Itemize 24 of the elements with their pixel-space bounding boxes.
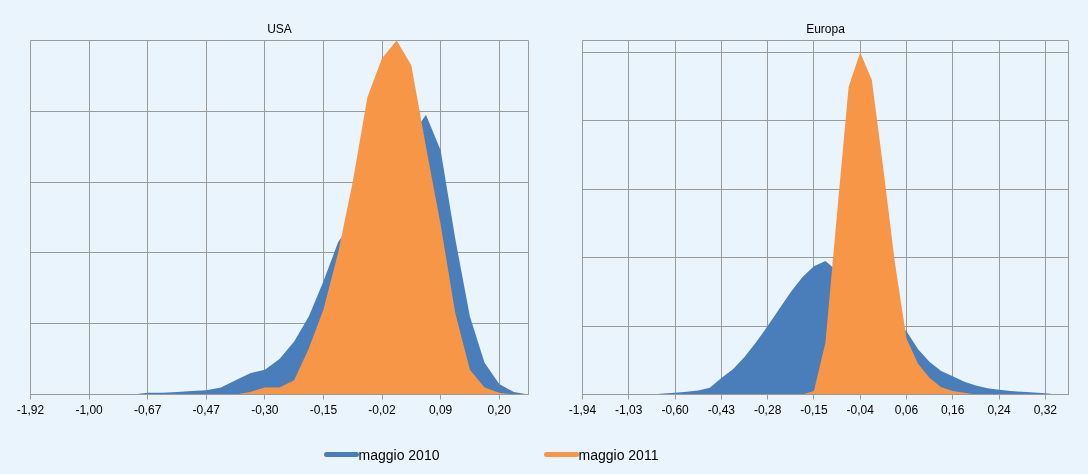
x-tick-label: 0,16 <box>941 402 965 417</box>
x-tick-label: -0,47 <box>192 402 221 417</box>
x-tick-label: -0,43 <box>707 402 736 417</box>
x-tick-label: -0,67 <box>134 402 162 417</box>
x-tick-label: -1,94 <box>568 402 597 417</box>
x-tick-label: -1,00 <box>75 402 104 417</box>
x-tick-label: -0,30 <box>251 402 279 417</box>
x-tick-label: -0,04 <box>846 402 875 417</box>
x-tick-label: 0,20 <box>487 402 512 417</box>
x-tick-label: 0,32 <box>1033 402 1058 417</box>
legend-label: maggio 2011 <box>578 446 659 463</box>
chart-title: USA <box>267 21 292 36</box>
x-tick-label: -0,28 <box>753 402 782 417</box>
legend-label: maggio 2010 <box>358 446 440 463</box>
x-tick-label: 0,09 <box>428 402 453 417</box>
chart-title: Europa <box>806 21 846 36</box>
x-tick-label: -0,15 <box>309 402 338 417</box>
x-tick-label: 0,06 <box>894 402 919 417</box>
x-tick-label: -1,03 <box>615 402 643 417</box>
x-tick-label: -0,60 <box>661 402 690 417</box>
x-tick-label: 0,24 <box>987 402 1012 417</box>
x-tick-label: -1,92 <box>16 402 45 417</box>
x-tick-label: -0,02 <box>368 402 397 417</box>
x-tick-label: -0,15 <box>800 402 828 417</box>
